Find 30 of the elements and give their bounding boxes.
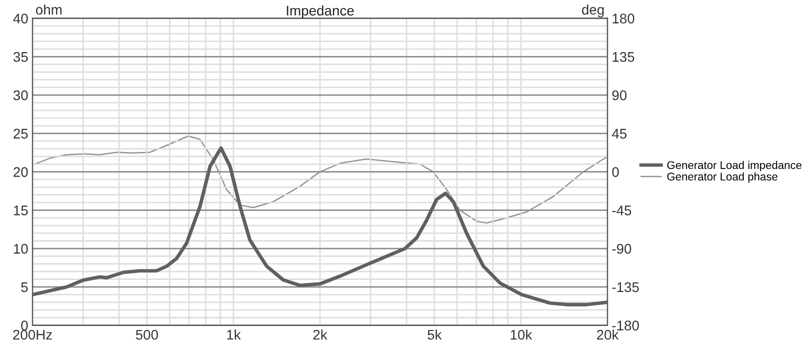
legend-label: Generator Load impedance — [667, 160, 802, 172]
legend-label: Generator Load phase — [667, 172, 778, 183]
y-axis-title: ohm — [36, 4, 62, 15]
x-tick-label: 10k — [510, 329, 532, 340]
x-tick-label: 1k — [227, 329, 241, 340]
y-tick-label: 0 — [21, 320, 28, 330]
y-tick-label: 40 — [13, 14, 28, 24]
y2-tick-label: -45 — [612, 206, 632, 216]
y2-tick-label: 180 — [612, 14, 634, 24]
y2-tick-label: 90 — [612, 90, 627, 100]
y-tick-label: 30 — [13, 90, 28, 100]
y2-tick-label: -180 — [612, 320, 639, 330]
y-tick-label: 10 — [14, 244, 28, 254]
y2-tick-label: 135 — [612, 52, 634, 62]
x-tick-label: 20k — [596, 329, 619, 340]
y-tick-label: 15 — [14, 206, 28, 216]
y-tick-label: 35 — [13, 52, 28, 62]
x-tick-label: 2k — [313, 329, 328, 340]
y2-tick-label: -90 — [612, 244, 632, 254]
y2-axis-title: deg — [582, 4, 604, 18]
y-tick-label: 5 — [21, 282, 28, 292]
y2-tick-label: 45 — [612, 128, 627, 139]
x-tick-label: 5k — [428, 329, 442, 340]
y-tick-label: 20 — [14, 167, 28, 177]
y2-tick-label: 0 — [612, 167, 619, 177]
x-tick-label: 200Hz — [13, 330, 52, 340]
x-tick-label: 500 — [136, 330, 158, 340]
chart-title: Impedance — [286, 5, 354, 18]
y-tick-label: 25 — [14, 128, 28, 139]
y2-tick-label: -135 — [612, 282, 639, 292]
